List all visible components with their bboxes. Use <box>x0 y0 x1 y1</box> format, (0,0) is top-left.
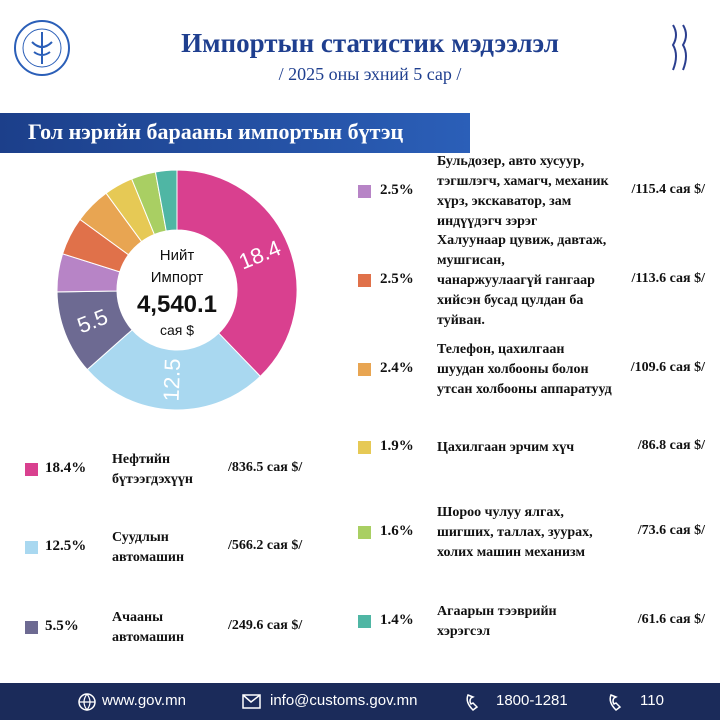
legend-category: Халуунаар цувиж, давтаж, мушгисан, чанар… <box>437 233 607 328</box>
legend-swatch <box>25 463 38 476</box>
legend-percent: 1.4% <box>380 612 414 628</box>
website[interactable]: www.gov.mn <box>102 692 186 709</box>
legend-category: Суудлын автомашин <box>112 530 185 565</box>
slice-label: 12.5 <box>159 358 186 402</box>
legend-amount: /115.4 сая $/ <box>631 182 705 197</box>
legend-category: Агаарын тээврийн хэрэгсэл <box>437 604 557 639</box>
legend-amount: /61.6 сая $/ <box>637 612 705 627</box>
legend-amount: /73.6 сая $/ <box>637 523 705 538</box>
legend-percent: 2.5% <box>380 182 414 198</box>
legend-category: Телефон, цахилгаан шуудан холбооны болон… <box>437 342 612 397</box>
legend-percent: 18.4% <box>45 460 87 476</box>
total-value: 4,540.1 <box>137 291 217 318</box>
script-emblem <box>671 24 687 71</box>
center-label: Нийт <box>160 247 195 264</box>
total-unit: сая $ <box>160 322 194 338</box>
legend-swatch <box>358 615 371 628</box>
legend-percent: 2.5% <box>380 271 414 287</box>
legend-swatch <box>358 441 371 454</box>
legend-amount: /836.5 сая $/ <box>228 460 303 475</box>
legend-percent: 2.4% <box>380 360 414 376</box>
legend-percent: 1.9% <box>380 438 414 454</box>
subtitle: / 2025 оны эхний 5 сар / <box>278 64 462 84</box>
donut-slice <box>176 169 298 378</box>
email[interactable]: info@customs.gov.mn <box>270 692 418 709</box>
legend-swatch <box>25 621 38 634</box>
legend-swatch <box>358 185 371 198</box>
legend-percent: 1.6% <box>380 523 414 539</box>
logo <box>14 20 70 76</box>
section-title: Гол нэрийн барааны импортын бүтэц <box>28 119 404 144</box>
legend-category: Нефтийн бүтээгдэхүүн <box>112 452 193 487</box>
legend-amount: /566.2 сая $/ <box>228 538 303 553</box>
phone[interactable]: 1800-1281 <box>496 692 568 709</box>
legend-swatch <box>25 541 38 554</box>
title: Импортын статистик мэдээлэл <box>181 28 559 58</box>
legend-swatch <box>358 526 371 539</box>
legend-swatch <box>358 363 371 376</box>
footer-icons <box>78 693 622 712</box>
legend-amount: /109.6 сая $/ <box>630 360 705 375</box>
legend-amount: /113.6 сая $/ <box>631 271 705 286</box>
legend-category: Цахилгаан эрчим хүч <box>437 440 575 455</box>
legend-amount: /249.6 сая $/ <box>228 618 303 633</box>
center-label: Импорт <box>151 269 204 286</box>
banner <box>0 113 470 153</box>
hotline[interactable]: 110 <box>640 692 664 709</box>
footer <box>0 683 720 720</box>
donut-slice <box>154 169 178 232</box>
legend-category: Бульдозер, авто хусуур, тэгшлэгч, хамагч… <box>437 154 609 229</box>
legend-percent: 12.5% <box>45 538 87 554</box>
legend-swatch <box>358 274 371 287</box>
legend-percent: 5.5% <box>45 618 79 634</box>
legend-amount: /86.8 сая $/ <box>637 438 705 453</box>
legend-category: Ачааны автомашин <box>112 610 185 645</box>
legend-category: Шороо чулуу ялгах, шигших, таллах, зуура… <box>437 505 593 560</box>
donut-slice <box>86 329 262 411</box>
